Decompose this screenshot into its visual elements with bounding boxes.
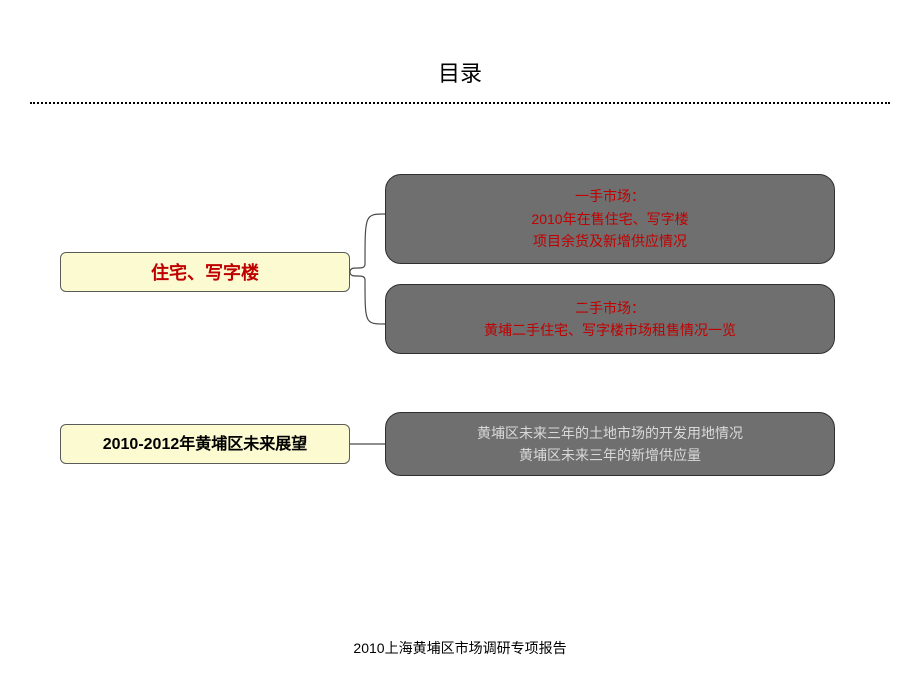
detail-primary-market-line2: 2010年在售住宅、写字楼	[404, 208, 816, 230]
detail-primary-market-line3: 项目余货及新增供应情况	[404, 230, 816, 252]
detail-secondary-market: 二手市场： 黄埔二手住宅、写字楼市场租售情况一览	[385, 284, 835, 354]
detail-future-line1: 黄埔区未来三年的土地市场的开发用地情况	[404, 422, 816, 444]
category-residential-office: 住宅、写字楼	[60, 252, 350, 292]
detail-primary-market: 一手市场： 2010年在售住宅、写字楼 项目余货及新增供应情况	[385, 174, 835, 264]
connector-brace-icon	[350, 204, 390, 334]
detail-secondary-market-line1: 二手市场：	[404, 297, 816, 319]
category-future-outlook-label: 2010-2012年黄埔区未来展望	[103, 436, 308, 453]
connector-line-icon	[350, 434, 390, 454]
detail-secondary-market-line2: 黄埔二手住宅、写字楼市场租售情况一览	[404, 319, 816, 341]
detail-future-line2: 黄埔区未来三年的新增供应量	[404, 444, 816, 466]
diagram-canvas: 住宅、写字楼 2010-2012年黄埔区未来展望 一手市场： 2010年在售住宅…	[0, 104, 920, 574]
category-future-outlook: 2010-2012年黄埔区未来展望	[60, 424, 350, 464]
page-title: 目录	[0, 0, 920, 88]
page-footer: 2010上海黄埔区市场调研专项报告	[0, 638, 920, 658]
detail-primary-market-line1: 一手市场：	[404, 185, 816, 207]
detail-future: 黄埔区未来三年的土地市场的开发用地情况 黄埔区未来三年的新增供应量	[385, 412, 835, 476]
category-residential-office-label: 住宅、写字楼	[151, 263, 259, 283]
